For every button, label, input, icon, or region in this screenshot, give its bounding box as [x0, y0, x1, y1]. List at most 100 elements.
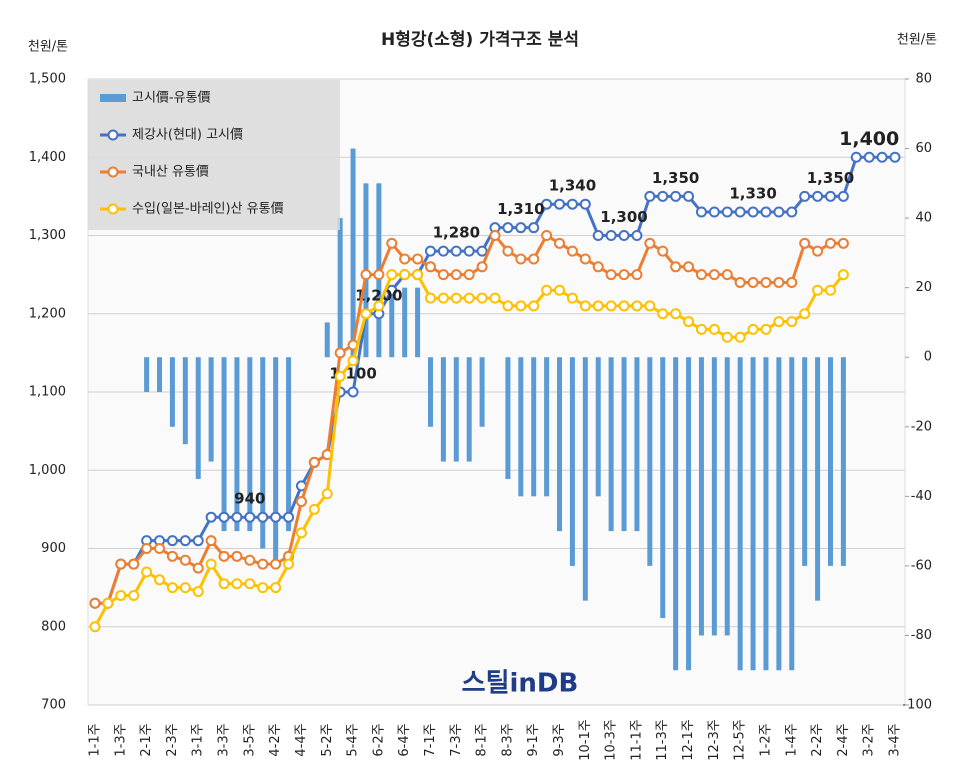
- marker: [657, 308, 669, 320]
- marker: [476, 292, 488, 304]
- marker: [566, 198, 578, 210]
- y2-tick-label: -40: [911, 489, 932, 504]
- marker: [218, 550, 230, 562]
- marker: [824, 190, 836, 202]
- marker: [502, 222, 514, 234]
- marker: [708, 323, 720, 335]
- bar: [234, 357, 240, 532]
- marker: [424, 261, 436, 273]
- marker: [708, 206, 720, 218]
- bar: [260, 357, 266, 549]
- marker: [399, 253, 411, 265]
- marker: [760, 323, 772, 335]
- marker: [89, 597, 101, 609]
- data-label: 1,350: [807, 169, 854, 187]
- bar: [789, 357, 795, 671]
- y-tick-label: 1,100: [29, 385, 66, 400]
- marker: [399, 269, 411, 281]
- bar: [686, 357, 692, 671]
- x-tick-label: 7-1주: [423, 723, 438, 756]
- marker: [773, 206, 785, 218]
- marker: [283, 558, 295, 570]
- marker: [502, 300, 514, 312]
- marker: [670, 308, 682, 320]
- marker: [644, 190, 656, 202]
- x-tick-label: 12-5주: [733, 719, 748, 761]
- bar: [634, 357, 640, 532]
- marker: [515, 253, 527, 265]
- marker: [618, 269, 630, 281]
- bar: [144, 357, 150, 392]
- marker: [837, 190, 849, 202]
- x-tick-label: 10-3주: [604, 719, 619, 761]
- marker: [799, 308, 811, 320]
- marker: [734, 331, 746, 343]
- marker: [695, 269, 707, 281]
- marker: [244, 554, 256, 566]
- bar: [505, 357, 511, 479]
- marker: [205, 558, 217, 570]
- marker: [141, 566, 153, 578]
- bar: [750, 357, 756, 671]
- x-tick-label: 5-2주: [320, 723, 335, 756]
- bar: [827, 357, 833, 566]
- y-axis-label: 천원/톤: [28, 40, 68, 55]
- marker: [824, 237, 836, 249]
- x-tick-label: 2-3주: [165, 723, 180, 756]
- marker: [128, 558, 140, 570]
- marker: [463, 292, 475, 304]
- legend: 고시價-유통價 제강사(현대) 고시價 국내산 유통價 수입(일본-바레인)산 유통價: [100, 91, 284, 217]
- data-label: 1,200: [355, 286, 402, 304]
- x-tick-label: 5-4주: [346, 723, 361, 756]
- marker: [721, 269, 733, 281]
- legend-swatch: [100, 94, 126, 102]
- marker: [244, 511, 256, 523]
- marker: [721, 206, 733, 218]
- marker: [876, 151, 888, 163]
- bar: [763, 357, 769, 671]
- marker: [334, 370, 346, 382]
- marker: [812, 284, 824, 296]
- marker: [424, 292, 436, 304]
- marker: [747, 323, 759, 335]
- x-tick-label: 11-3주: [655, 719, 670, 761]
- marker: [308, 503, 320, 515]
- bar: [802, 357, 808, 566]
- marker: [179, 535, 191, 547]
- marker: [528, 253, 540, 265]
- marker: [450, 269, 462, 281]
- x-tick-label: 1-1주: [88, 723, 103, 756]
- marker: [218, 578, 230, 590]
- marker: [657, 245, 669, 257]
- y-tick-label: 800: [41, 619, 66, 634]
- marker: [863, 151, 875, 163]
- marker: [231, 511, 243, 523]
- y2-tick-label: -20: [911, 419, 932, 434]
- marker: [373, 300, 385, 312]
- marker: [695, 206, 707, 218]
- bar: [247, 357, 253, 532]
- marker: [721, 331, 733, 343]
- y2-tick-label: -60: [911, 558, 932, 573]
- marker: [347, 355, 359, 367]
- y2-tick-label: 0: [924, 350, 932, 365]
- marker: [773, 316, 785, 328]
- marker: [270, 582, 282, 594]
- marker: [115, 589, 127, 601]
- marker: [308, 456, 320, 468]
- marker: [412, 253, 424, 265]
- marker: [734, 206, 746, 218]
- bar: [698, 357, 704, 636]
- marker: [605, 300, 617, 312]
- marks: 9401,1001,2001,2801,3101,3401,3001,3501,…: [89, 128, 901, 671]
- marker: [231, 550, 243, 562]
- bar: [724, 357, 730, 636]
- y2-axis-label: 천원/톤: [897, 33, 937, 48]
- marker: [463, 245, 475, 257]
- bar: [608, 357, 614, 532]
- marker: [554, 284, 566, 296]
- x-tick-label: 7-3주: [449, 723, 464, 756]
- marker: [734, 276, 746, 288]
- marker: [128, 589, 140, 601]
- marker: [412, 269, 424, 281]
